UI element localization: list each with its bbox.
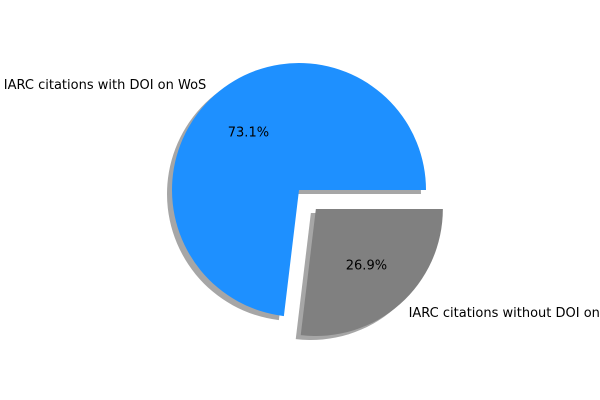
pie-percent-label: 26.9% [346, 259, 387, 274]
pie-slices [172, 63, 443, 337]
pie-slice [300, 209, 443, 337]
pie-labels: 73.1% IARC citations with DOI on WoS 26.9%… [4, 78, 600, 321]
pie-category-label: IARC citations with DOI on WoS [4, 78, 207, 93]
pie-slice [172, 63, 426, 317]
pie-category-label: IARC citations without DOI on WoS [409, 306, 600, 321]
pie-percent-label: 73.1% [228, 126, 269, 141]
